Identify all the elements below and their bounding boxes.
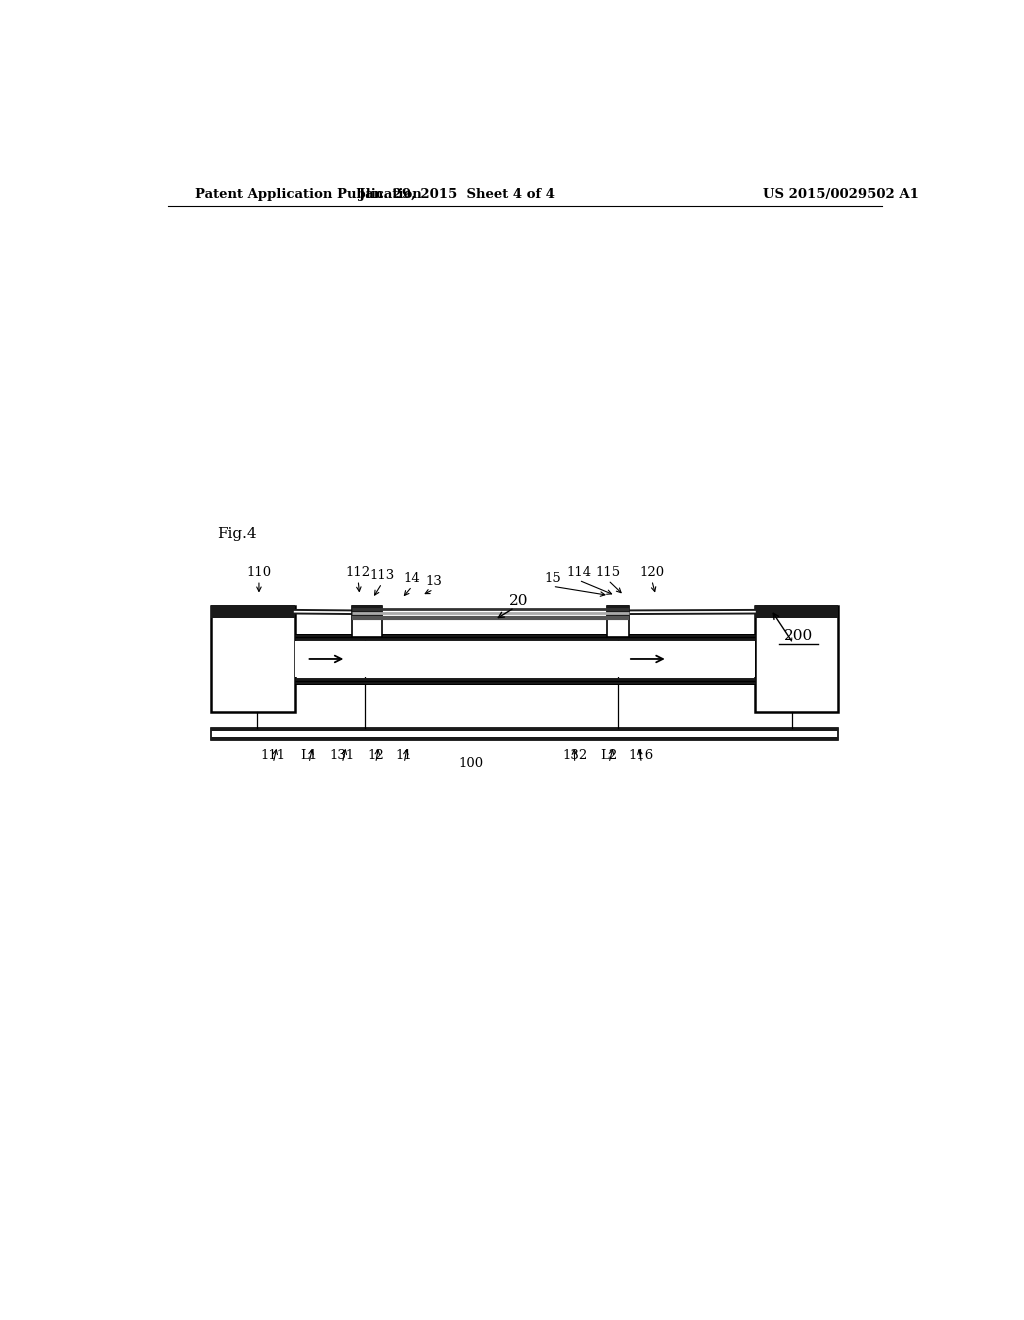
Text: 131: 131	[330, 750, 355, 762]
Bar	[606, 606, 629, 636]
Text: L2: L2	[600, 750, 617, 762]
Bar	[352, 606, 382, 636]
Bar	[352, 605, 382, 616]
Text: 115: 115	[596, 566, 621, 579]
Bar	[211, 727, 839, 739]
Text: 114: 114	[566, 566, 591, 579]
Text: 110: 110	[247, 566, 271, 579]
Text: Fig.4: Fig.4	[217, 528, 256, 541]
Text: L1: L1	[300, 750, 317, 762]
Text: Patent Application Publication: Patent Application Publication	[196, 189, 422, 202]
Text: 113: 113	[370, 569, 394, 582]
Text: 112: 112	[345, 566, 371, 579]
Bar	[755, 606, 839, 713]
Bar	[211, 606, 295, 713]
Bar	[211, 727, 839, 731]
Text: 111: 111	[261, 750, 286, 762]
Text: 14: 14	[403, 573, 421, 585]
Bar	[211, 605, 295, 618]
Text: 100: 100	[459, 758, 483, 771]
Text: 13: 13	[425, 576, 442, 589]
Bar	[606, 605, 629, 616]
Text: 11: 11	[396, 750, 413, 762]
Text: 20: 20	[509, 594, 528, 607]
Text: 15: 15	[544, 573, 561, 585]
Text: 116: 116	[629, 750, 654, 762]
Text: 200: 200	[784, 630, 813, 643]
Text: 120: 120	[639, 566, 665, 579]
Bar	[211, 737, 839, 739]
Bar	[295, 640, 755, 677]
Text: 12: 12	[368, 750, 384, 762]
Text: Jan. 29, 2015  Sheet 4 of 4: Jan. 29, 2015 Sheet 4 of 4	[359, 189, 555, 202]
Text: 132: 132	[562, 750, 588, 762]
Text: US 2015/0029502 A1: US 2015/0029502 A1	[763, 189, 919, 202]
Bar	[755, 605, 839, 618]
